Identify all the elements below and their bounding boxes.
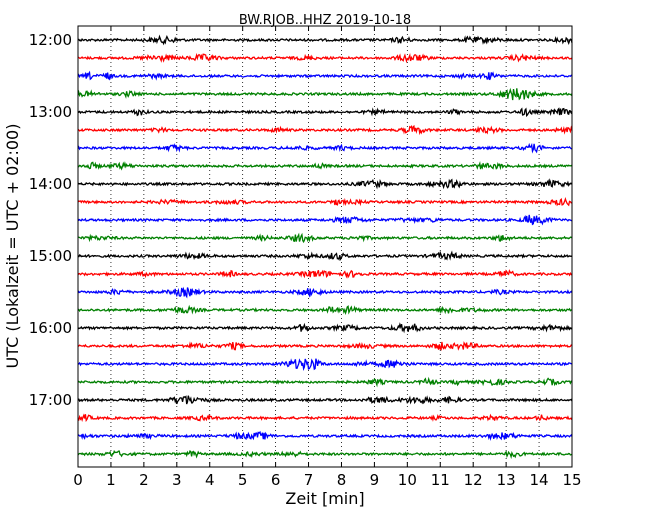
trace-1730 [77,430,573,441]
trace-1230 [77,70,573,81]
trace-1745 [77,449,573,460]
y-tick-label-14:00: 14:00 [29,175,72,193]
trace-1545 [77,304,573,316]
x-tick-label-15: 15 [562,471,581,489]
x-tick-label-10: 10 [398,471,417,489]
y-tick-label-13:00: 13:00 [29,103,72,121]
trace-1300 [77,107,573,118]
plot-frame [77,25,573,468]
y-tick-label-12:00: 12:00 [29,31,72,49]
trace-1700 [77,395,573,405]
x-tick-label-11: 11 [431,471,450,489]
x-tick-label-13: 13 [497,471,516,489]
x-tick-label-9: 9 [370,471,380,489]
trace-1400 [77,178,573,190]
trace-1500 [77,250,573,262]
trace-1430 [77,214,573,226]
x-tick-label-7: 7 [304,471,314,489]
seismic-traces [77,34,573,460]
x-tick-label-6: 6 [271,471,281,489]
y-tick-label-17:00: 17:00 [29,391,72,409]
trace-1715 [77,413,573,423]
x-tick-label-14: 14 [530,471,549,489]
trace-1445 [77,232,573,244]
chart-title: BW.RJOB..HHZ 2019-10-18 [239,13,411,28]
trace-1645 [77,376,573,388]
x-tick-label-12: 12 [464,471,483,489]
grid-lines [110,26,540,467]
y-tick-label-15:00: 15:00 [29,247,72,265]
x-tick-label-4: 4 [205,471,215,489]
y-axis-label: UTC (Lokalzeit = UTC + 02:00) [3,124,22,369]
trace-1245 [77,87,573,101]
x-tick-label-8: 8 [337,471,347,489]
x-tick-label-0: 0 [73,471,83,489]
x-tick-label-3: 3 [172,471,182,489]
trace-1630 [77,358,573,371]
y-axis-ticks: 12:00 13:00 14:00 15:00 16:00 17:00 [29,31,572,409]
x-axis-label: Zeit [min] [285,489,364,508]
trace-1600 [77,322,573,334]
trace-1615 [77,341,573,351]
trace-1215 [77,52,573,64]
x-tick-label-5: 5 [238,471,248,489]
x-axis-ticks: 0 1 2 3 4 5 6 7 8 9 10 11 12 13 14 15 [73,26,582,489]
trace-1330 [77,142,573,154]
trace-1515 [77,269,573,279]
trace-1530 [77,286,573,299]
trace-1415 [77,196,572,207]
y-tick-label-16:00: 16:00 [29,319,72,337]
x-tick-label-1: 1 [106,471,116,489]
x-tick-label-2: 2 [139,471,149,489]
trace-1345 [77,161,573,171]
trace-1200 [78,34,573,46]
trace-1315 [77,124,573,136]
